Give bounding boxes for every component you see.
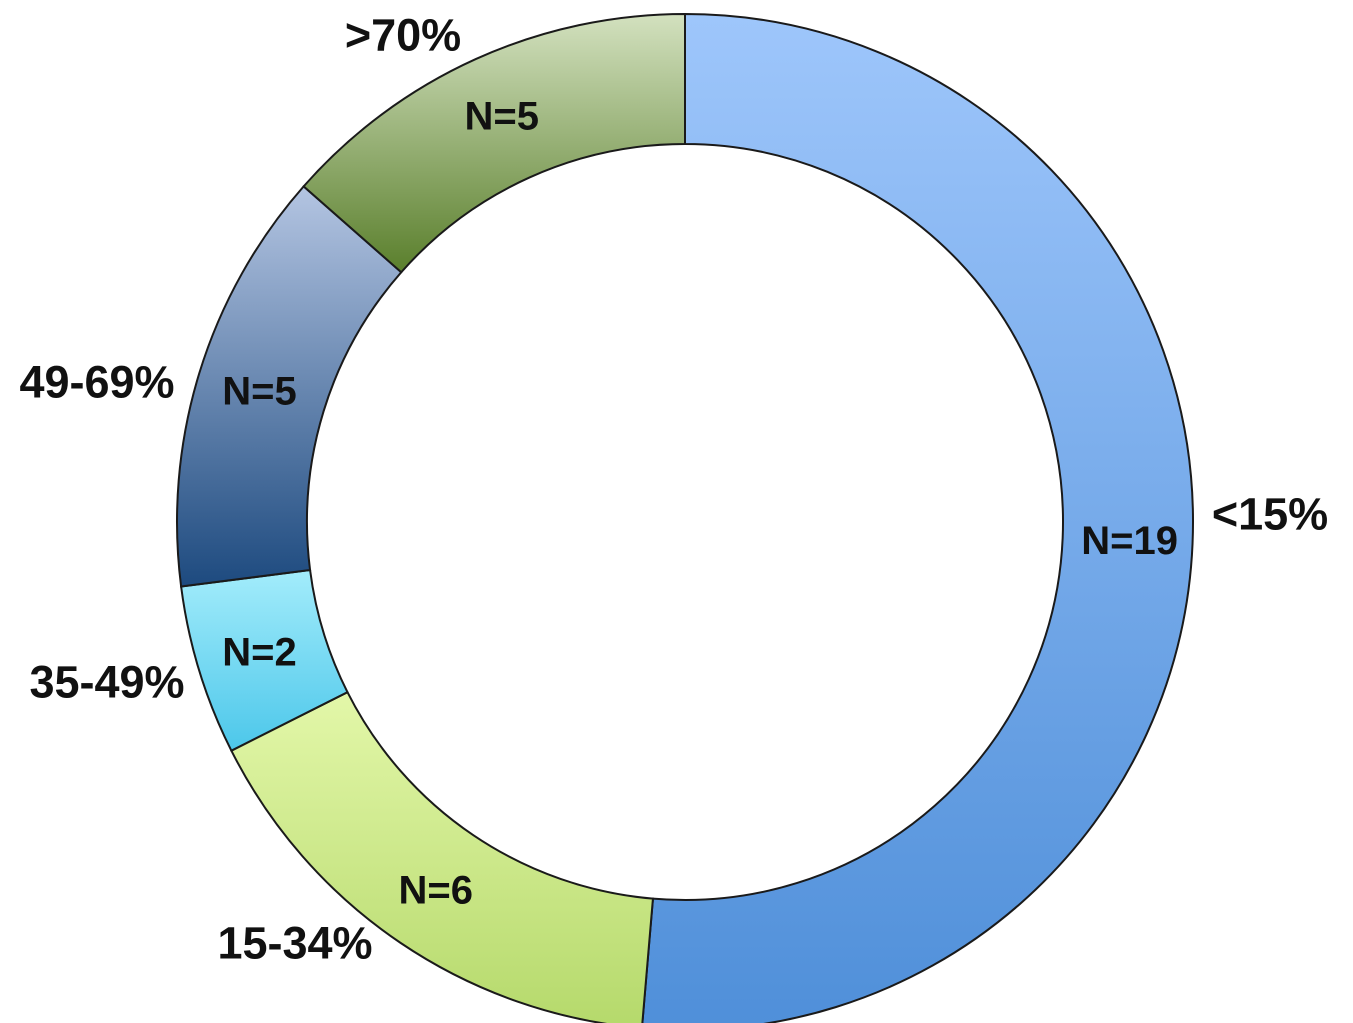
- slice-count-label-3: N=2: [222, 630, 297, 674]
- slice-count-labels: N=19 N=6 N=2 N=5 N=5: [222, 95, 1178, 913]
- category-labels: <15% 15-34% 35-49% 49-69% >70%: [19, 10, 1328, 969]
- category-label-3: 35-49%: [29, 657, 184, 708]
- donut-slice-2: [230, 690, 655, 1023]
- category-label-5: >70%: [345, 10, 461, 61]
- donut-slice-5: [302, 12, 686, 274]
- slice-count-label-4: N=5: [222, 370, 297, 414]
- donut-slices: [176, 12, 1194, 1023]
- category-label-2: 15-34%: [217, 918, 372, 969]
- slice-count-label-1: N=19: [1081, 519, 1178, 563]
- slice-count-label-5: N=5: [464, 95, 539, 139]
- donut-slice-1: [641, 12, 1194, 1023]
- slice-count-label-2: N=6: [399, 869, 474, 913]
- category-label-4: 49-69%: [19, 357, 174, 408]
- category-label-1: <15%: [1212, 489, 1328, 540]
